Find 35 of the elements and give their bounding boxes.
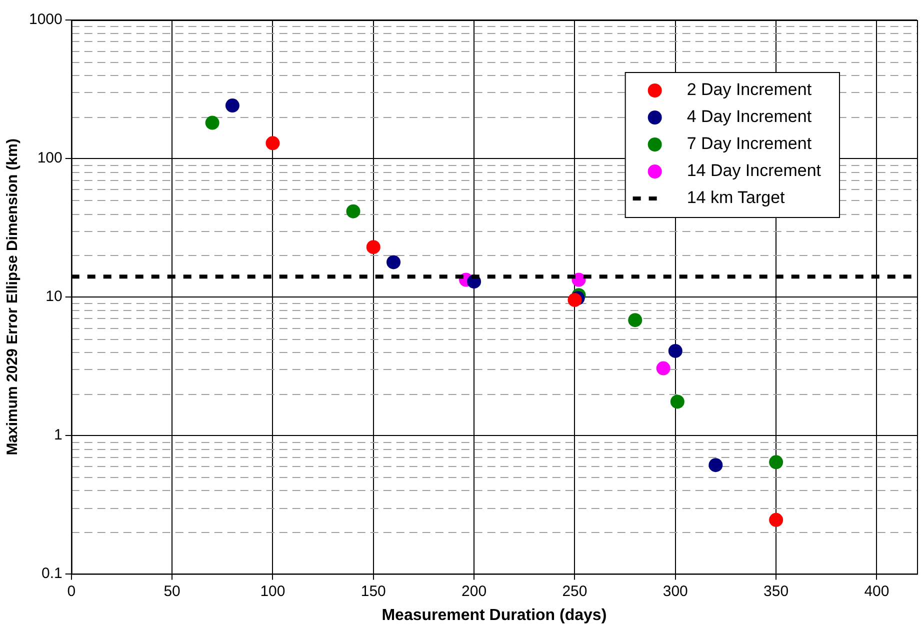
x-tick-label: 300 <box>662 582 688 600</box>
x-tick-label: 400 <box>864 582 890 600</box>
y-tick-label: 0.1 <box>42 564 62 582</box>
y-tick-label: 1000 <box>28 11 62 28</box>
y-tick-label: 1 <box>54 426 62 444</box>
point <box>628 313 642 328</box>
x-tick-label: 250 <box>562 582 588 600</box>
x-tick-label: 100 <box>260 582 286 600</box>
point <box>346 204 360 218</box>
point <box>708 458 723 472</box>
point <box>366 240 380 254</box>
x-tick-label: 0 <box>67 582 76 600</box>
point <box>769 512 784 527</box>
point <box>266 136 280 150</box>
x-tick-label: 200 <box>462 582 487 600</box>
y-axis-title: Maximum 2029 Error Ellipse Dimension (km) <box>4 138 22 456</box>
point <box>656 361 670 376</box>
x-tick-label: 150 <box>360 582 386 600</box>
point <box>769 455 784 470</box>
point <box>668 344 682 358</box>
point <box>205 116 220 130</box>
point <box>568 292 582 307</box>
legend-label: 4 Day Increment <box>686 107 812 126</box>
point <box>386 255 401 270</box>
y-tick-label: 100 <box>37 150 62 167</box>
point <box>670 394 684 409</box>
x-axis-title: Measurement Duration (days) <box>382 606 607 624</box>
x-tick-label: 50 <box>164 582 180 600</box>
legend-label: 14 km Target <box>686 188 786 208</box>
legend-label: 2 Day Increment <box>686 80 812 100</box>
x-tick-label: 350 <box>764 582 789 600</box>
legend-label: 7 Day Increment <box>686 134 812 154</box>
y-tick-label: 10 <box>46 288 62 306</box>
legend-label: 14 Day Increment <box>686 161 822 180</box>
point <box>225 98 240 113</box>
